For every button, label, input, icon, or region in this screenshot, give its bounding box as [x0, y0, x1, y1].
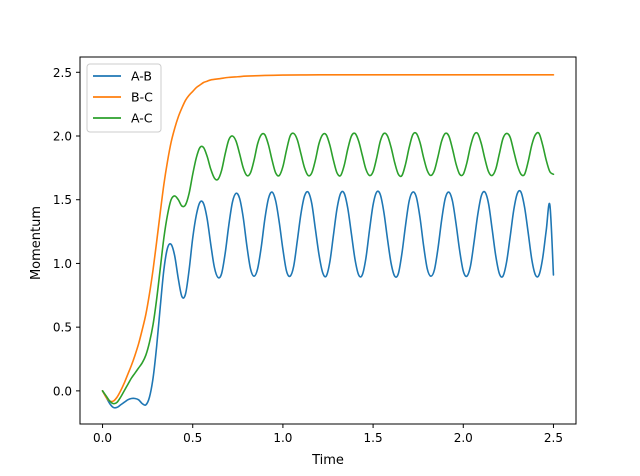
series-layer — [101, 74, 555, 409]
series-line-a-c — [101, 131, 555, 405]
y-tick-label: 0.5 — [53, 321, 72, 335]
legend: A-B B-C A-C — [86, 63, 162, 133]
y-tick-label: 2.5 — [53, 66, 72, 80]
axes-frame — [79, 56, 577, 425]
series-line-a-b — [101, 189, 555, 409]
y-tick-label: 1.0 — [53, 257, 72, 271]
y-tick-label: 2.0 — [53, 130, 72, 144]
y-tick-label: 0.0 — [53, 384, 72, 398]
x-tick-label: 2.5 — [544, 431, 563, 445]
x-tick-label: 0.5 — [183, 431, 202, 445]
y-axis-label: Momentum — [29, 206, 44, 280]
x-tick-label: 1.5 — [364, 431, 383, 445]
y-tick-label: 1.5 — [53, 193, 72, 207]
legend-label-a-c: A-C — [131, 111, 153, 126]
axes-layer: 0.0 0.5 1.0 1.5 2.0 2.5 0.0 0.5 1.0 1.5 2.0 2.5 — [53, 56, 577, 445]
x-tick-label: 0.0 — [93, 431, 112, 445]
legend-label-b-c: B-C — [131, 90, 153, 105]
legend-box — [86, 63, 162, 133]
x-tick-label: 1.0 — [273, 431, 292, 445]
series-line-b-c — [101, 74, 555, 403]
x-axis-label: Time — [311, 453, 344, 468]
legend-label-a-b: A-B — [131, 69, 152, 84]
x-tick-label: 2.0 — [454, 431, 473, 445]
